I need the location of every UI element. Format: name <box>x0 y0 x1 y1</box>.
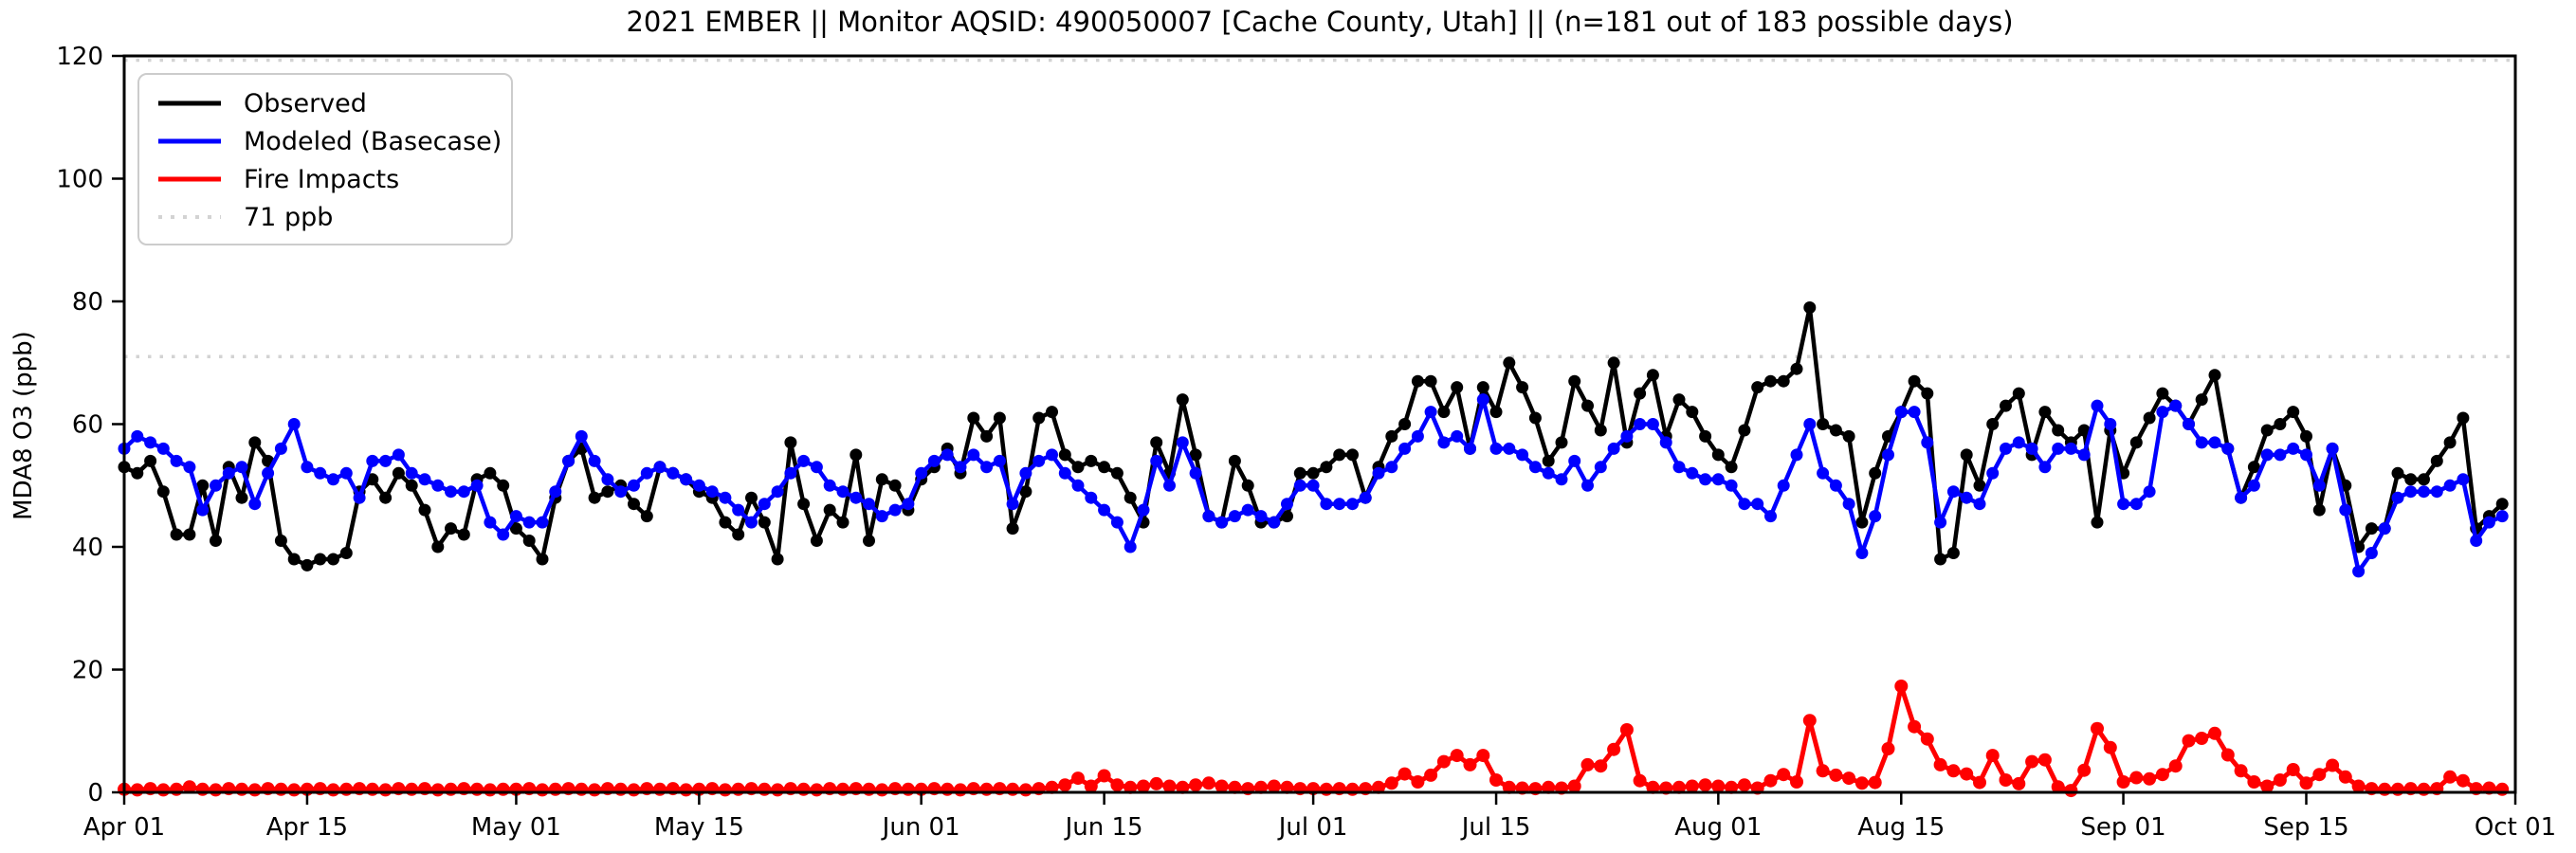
x-tick-label: Jun 01 <box>881 813 960 842</box>
series-observed-line <box>123 305 2504 568</box>
fire-line-swatch <box>158 176 221 182</box>
x-axis: Apr 01 Apr 15 May 01 May 15 Jun 01 Jun 15 Jul … <box>83 792 2556 842</box>
x-tick-label: Apr 01 <box>83 813 165 842</box>
y-tick-label: 60 <box>72 411 103 440</box>
series-observed <box>118 301 2509 572</box>
y-tick-label: 40 <box>72 534 103 562</box>
y-tick-label: 20 <box>72 657 103 685</box>
legend-label-threshold: 71 ppb <box>244 202 334 232</box>
observed-line-swatch <box>158 100 221 106</box>
legend-item-observed: Observed <box>139 84 511 122</box>
x-tick-label: Sep 15 <box>2263 813 2348 842</box>
legend-label-fire: Fire Impacts <box>244 164 400 194</box>
y-tick-label: 100 <box>56 166 103 194</box>
legend-item-modeled: Modeled (Basecase) <box>139 122 511 160</box>
x-tick-label: Aug 15 <box>1857 813 1945 842</box>
legend-item-fire: Fire Impacts <box>139 160 511 198</box>
x-tick-label: Oct 01 <box>2475 813 2556 842</box>
x-tick-label: Jul 01 <box>1277 813 1348 842</box>
legend: Observed Modeled (Basecase) Fire Impacts… <box>137 73 513 245</box>
series-fire <box>118 680 2510 798</box>
legend-label-observed: Observed <box>244 88 367 118</box>
y-tick-label: 80 <box>72 288 103 317</box>
y-tick-label: 0 <box>87 779 103 808</box>
y-axis: 0 20 40 60 80 100 120 <box>56 43 124 808</box>
x-tick-label: Sep 01 <box>2080 813 2165 842</box>
threshold-line-swatch <box>158 215 221 219</box>
x-tick-label: Aug 01 <box>1674 813 1762 842</box>
x-tick-label: May 01 <box>471 813 561 842</box>
x-tick-label: May 15 <box>654 813 744 842</box>
modeled-line-swatch <box>158 138 221 144</box>
series-modeled <box>118 393 2509 578</box>
legend-item-threshold: 71 ppb <box>139 198 511 236</box>
reference-lines <box>124 58 2515 359</box>
x-tick-label: Apr 15 <box>266 813 348 842</box>
x-tick-label: Jul 15 <box>1460 813 1531 842</box>
legend-label-modeled: Modeled (Basecase) <box>244 126 502 156</box>
chart-title: 2021 EMBER || Monitor AQSID: 490050007 [… <box>626 6 2014 38</box>
x-tick-label: Jun 15 <box>1064 813 1143 842</box>
y-tick-label: 120 <box>56 43 103 71</box>
